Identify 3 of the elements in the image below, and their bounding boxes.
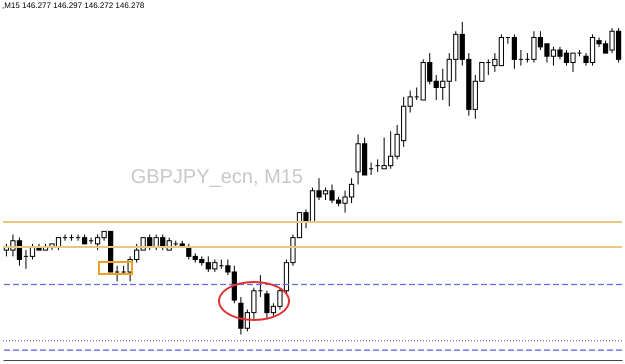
chart-title: ,M15 146.277 146.297 146.272 146.278 <box>2 1 145 10</box>
candlestick <box>82 234 88 244</box>
candlestick <box>512 34 517 70</box>
